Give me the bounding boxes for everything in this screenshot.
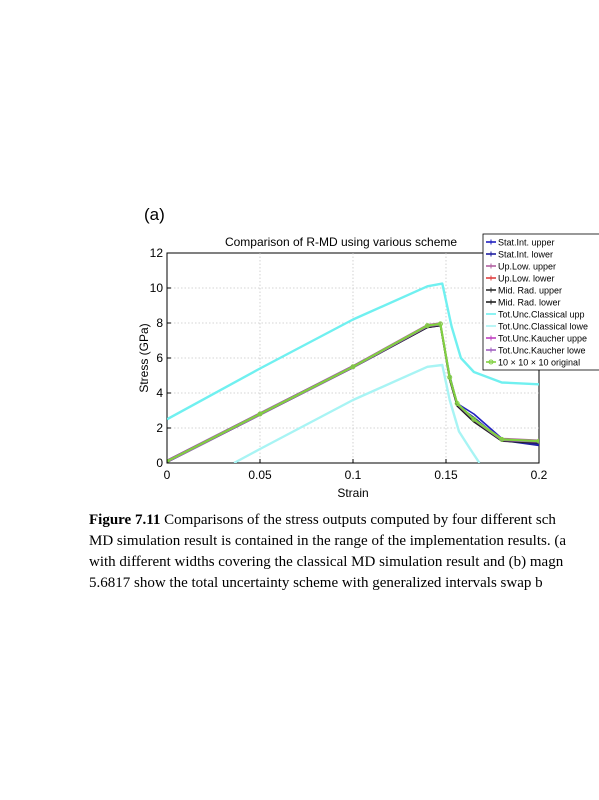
series-line xyxy=(167,282,539,421)
panel-label: (a) xyxy=(144,205,165,224)
y-tick-label: 0 xyxy=(156,456,163,470)
legend-label: Mid. Rad. lower xyxy=(498,298,561,308)
figure-caption: Figure 7.11 Comparisons of the stress ou… xyxy=(89,510,599,594)
caption-line-1-text: Comparisons of the stress outputs comput… xyxy=(160,512,556,528)
y-tick-label: 2 xyxy=(156,421,163,435)
legend-label: Mid. Rad. upper xyxy=(498,286,562,296)
y-axis-label: Stress (GPa) xyxy=(137,323,151,392)
x-axis-label: Strain xyxy=(337,486,368,500)
y-tick-label: 4 xyxy=(156,386,163,400)
series-point xyxy=(447,374,453,380)
x-tick-label: 0.15 xyxy=(434,468,458,482)
stress-strain-chart: Comparison of R-MD using various scheme … xyxy=(137,233,599,500)
series-point xyxy=(424,323,430,329)
series-point xyxy=(437,321,443,327)
figure-label: Figure 7.11 xyxy=(89,512,161,528)
chart-title: Comparison of R-MD using various scheme xyxy=(225,235,457,249)
legend-label: 10 × 10 × 10 original xyxy=(498,358,580,368)
series-point xyxy=(454,401,460,406)
series-point xyxy=(536,438,539,444)
series-line xyxy=(233,363,481,463)
series-line xyxy=(167,322,539,463)
legend-box xyxy=(482,233,599,371)
x-tick-label: 0.05 xyxy=(248,468,272,482)
caption-line-3: with different widths covering the class… xyxy=(89,554,564,570)
series-group xyxy=(167,282,539,463)
caption-line-2: MD simulation result is contained in the… xyxy=(89,533,566,549)
y-tick-label: 8 xyxy=(156,316,163,330)
legend-label: Stat.Int. lower xyxy=(498,250,553,260)
series-point xyxy=(257,411,263,417)
legend-label: Stat.Int. upper xyxy=(498,238,555,248)
x-tick-label: 0 xyxy=(164,468,171,482)
legend-marker xyxy=(488,359,494,365)
series-point xyxy=(350,364,356,370)
legend-label: Tot.Unc.Classical upp xyxy=(498,310,585,320)
legend-label: Tot.Unc.Kaucher lowe xyxy=(498,346,586,356)
x-tick-label: 0.2 xyxy=(531,468,548,482)
series-point xyxy=(499,436,505,442)
y-tick-label: 10 xyxy=(150,281,164,295)
caption-line-4: 5.6817 show the total uncertainty scheme… xyxy=(89,575,543,591)
x-tick-label: 0.1 xyxy=(345,468,362,482)
legend-label: Up.Low. upper xyxy=(498,262,556,272)
legend-label: Tot.Unc.Kaucher uppe xyxy=(498,334,587,344)
legend-label: Tot.Unc.Classical lowe xyxy=(498,322,588,332)
legend-label: Up.Low. lower xyxy=(498,274,555,284)
series-point xyxy=(167,458,170,463)
series-point xyxy=(471,416,477,422)
caption-line-1: Figure 7.11 Comparisons of the stress ou… xyxy=(89,510,599,531)
y-tick-label: 6 xyxy=(156,351,163,365)
axis-ticks: 0 0.05 0.1 0.15 0.2 0 2 4 6 8 10 12 xyxy=(150,246,548,482)
legend: Stat.Int. upper Stat.Int. lower Up.Low. up… xyxy=(482,233,599,371)
y-tick-label: 12 xyxy=(150,246,164,260)
